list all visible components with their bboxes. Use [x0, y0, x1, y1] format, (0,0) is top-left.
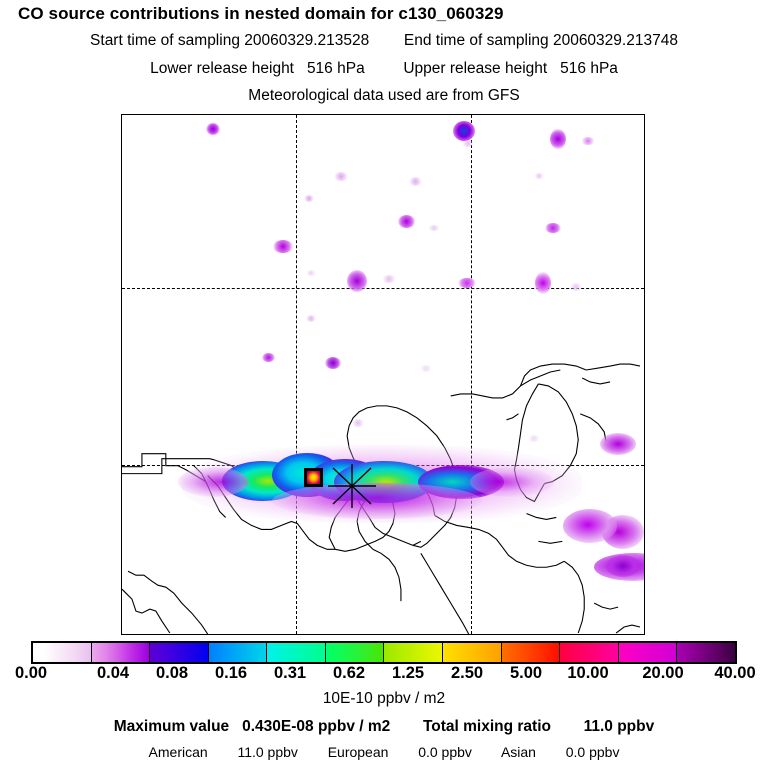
colorbar-segment	[501, 643, 561, 662]
maximum-value-label: Maximum value	[113, 718, 230, 735]
colorbar-tick: 2.50	[450, 664, 484, 682]
meteorology-source-line: Meteorological data used are from GFS	[248, 87, 520, 104]
american-value: 11.0 ppbv	[237, 744, 298, 760]
colorbar-tick: 20.00	[642, 664, 684, 682]
end-time-value: 20060329.213748	[552, 32, 678, 49]
colorbar[interactable]	[31, 641, 737, 664]
colorbar-segment	[267, 643, 326, 662]
lower-release-value: 516 hPa	[306, 60, 365, 77]
colorbar-tick: 40.00	[714, 664, 756, 682]
colorbar-segment	[384, 643, 444, 662]
coastline-overlay	[122, 363, 641, 634]
european-label: European	[327, 744, 389, 760]
colorbar-tick: 0.00	[14, 664, 48, 682]
asian-label: Asian	[500, 744, 536, 760]
lower-release-label: Lower release height	[150, 60, 294, 77]
gridline-horizontal-1	[122, 288, 644, 289]
colorbar-segment	[33, 643, 92, 662]
colorbar-segment	[208, 643, 268, 662]
colorbar-segment	[677, 643, 735, 662]
colorbar-tick: 0.62	[332, 664, 366, 682]
colorbar-tick: 0.08	[155, 664, 189, 682]
colorbar-segment	[618, 643, 678, 662]
colorbar-tick: 10.00	[567, 664, 609, 682]
start-time-value: 20060329.213528	[244, 32, 370, 49]
release-location-star[interactable]	[324, 462, 380, 510]
asian-value: 0.0 ppbv	[565, 744, 620, 760]
release-height-line: Lower release height 516 hPa Upper relea…	[0, 60, 768, 78]
colorbar-tick: 5.00	[509, 664, 543, 682]
colorbar-segment	[443, 643, 502, 662]
map-plot-area[interactable]	[121, 114, 645, 635]
start-time-label: Start time of sampling	[90, 32, 240, 49]
colorbar-segment	[150, 643, 209, 662]
total-mixing-ratio-label: Total mixing ratio	[422, 718, 551, 735]
colorbar-tick-labels: 0.00 0.04 0.08 0.16 0.31 0.62 1.25 2.50 …	[0, 664, 768, 686]
summary-line-contributions: American 11.0 ppbv European 0.0 ppbv Asi…	[0, 744, 768, 760]
sampling-time-line: Start time of sampling 20060329.213528 E…	[0, 32, 768, 50]
gridline-vertical-1	[296, 115, 297, 634]
page-title: CO source contributions in nested domain…	[18, 4, 504, 23]
gridline-horizontal-2	[122, 465, 644, 466]
colorbar-unit-label: 10E-10 ppbv / m2	[322, 690, 446, 707]
american-label: American	[148, 744, 208, 760]
maximum-value-swatch	[307, 471, 320, 484]
colorbar-segment	[91, 643, 151, 662]
gridline-vertical-2	[471, 115, 472, 634]
colorbar-tick: 0.16	[214, 664, 248, 682]
maximum-value-box[interactable]	[304, 468, 323, 487]
colorbar-segment	[325, 643, 385, 662]
colorbar-tick: 1.25	[391, 664, 425, 682]
upper-release-value: 516 hPa	[560, 60, 618, 77]
colorbar-tick: 0.31	[273, 664, 307, 682]
end-time-label: End time of sampling	[403, 32, 549, 49]
european-value: 0.0 ppbv	[418, 744, 472, 760]
summary-line-primary: Maximum value 0.430E-08 ppbv / m2 Total …	[0, 718, 768, 736]
colorbar-tick: 0.04	[96, 664, 130, 682]
maximum-value-text: 0.430E-08 ppbv / m2	[242, 718, 391, 735]
colorbar-segment	[560, 643, 619, 662]
upper-release-label: Upper release height	[403, 60, 548, 77]
total-mixing-ratio-value: 11.0 ppbv	[583, 718, 655, 735]
